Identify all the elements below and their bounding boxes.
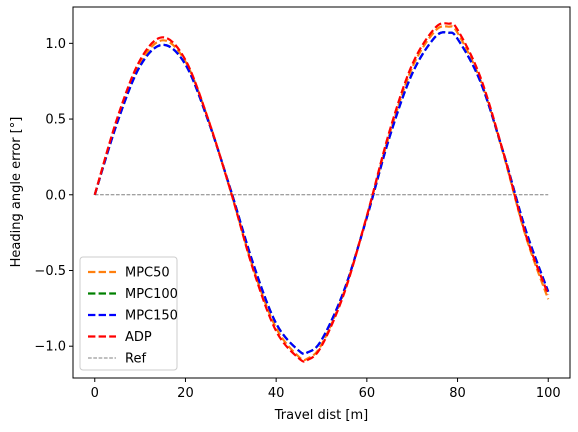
y-tick-label: −1.0	[34, 340, 66, 355]
legend-label-mpc150: MPC150	[125, 309, 178, 324]
legend-label-adp: ADP	[125, 330, 152, 345]
y-axis: −1.0 −0.5 0.0 0.5 1.0	[34, 37, 73, 355]
legend-label-ref: Ref	[125, 352, 146, 367]
y-tick-label: 0.0	[45, 188, 66, 203]
series-line-mpc150	[93, 31, 550, 356]
x-axis-label: Travel dist [m]	[274, 408, 368, 423]
legend-label-mpc50: MPC50	[125, 266, 170, 281]
y-tick-label: 1.0	[45, 37, 66, 52]
x-tick-label: 20	[177, 386, 194, 401]
legend-box	[79, 256, 178, 371]
plot-frame	[72, 6, 571, 379]
y-axis-label: Heading angle error [°]	[9, 117, 24, 268]
x-tick-label: 40	[268, 386, 285, 401]
x-tick-label: 0	[91, 386, 99, 401]
legend: MPC50 MPC100 MPC150 ADP Ref	[79, 256, 178, 371]
series-line-adp	[93, 22, 550, 363]
series-layer	[93, 22, 550, 363]
y-tick-label: 0.5	[45, 113, 66, 128]
x-tick-label: 80	[449, 386, 466, 401]
x-tick-label: 60	[359, 386, 376, 401]
x-axis: 0 20 40 60 80 100	[91, 378, 561, 401]
legend-label-mpc100: MPC100	[125, 287, 178, 302]
y-tick-label: −0.5	[34, 264, 66, 279]
x-tick-label: 100	[536, 386, 561, 401]
